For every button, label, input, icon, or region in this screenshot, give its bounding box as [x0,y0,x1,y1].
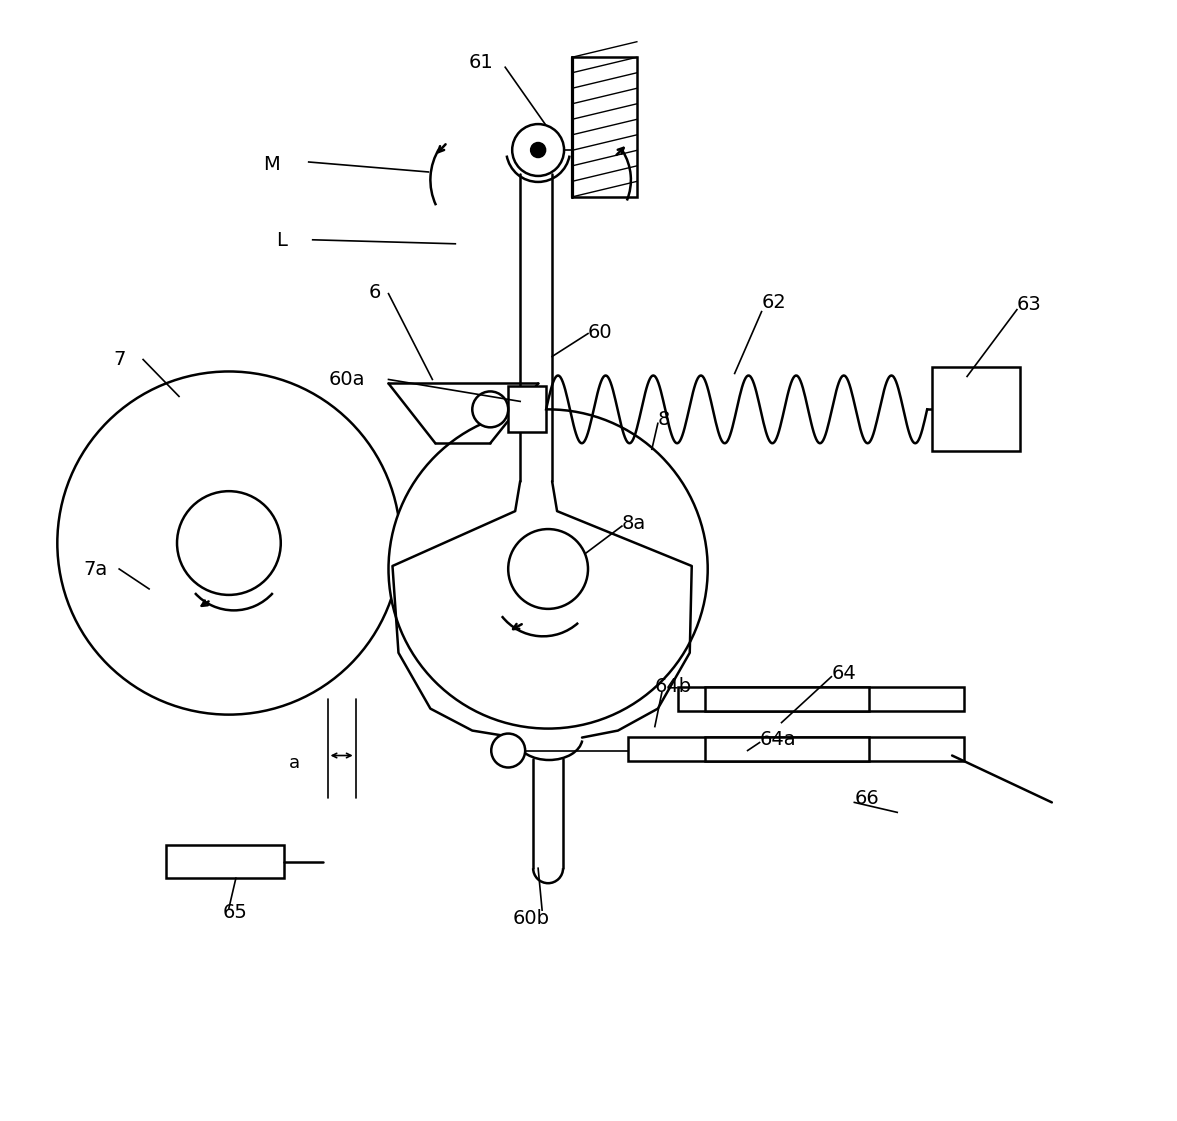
Bar [932,368,1020,452]
Text: 65: 65 [222,904,248,923]
Text: 64b: 64b [654,677,692,696]
Circle shape [472,391,508,427]
Text: 66: 66 [855,789,879,808]
Circle shape [531,143,545,157]
Circle shape [508,529,588,609]
Text: 60b: 60b [512,909,550,928]
Bar [678,687,964,711]
Text: 63: 63 [1017,295,1042,314]
Circle shape [491,733,525,768]
Text: 64a: 64a [759,730,796,749]
Bar [705,736,870,760]
Text: 62: 62 [762,293,786,312]
Text: 7: 7 [113,351,126,370]
Text: a: a [288,754,300,772]
Text: 64: 64 [831,664,856,683]
Text: 7a: 7a [84,560,107,578]
Text: 60a: 60a [328,370,365,389]
Circle shape [58,371,400,714]
Text: 8: 8 [658,410,670,429]
Circle shape [177,491,281,595]
Bar [166,845,284,878]
Circle shape [512,124,564,176]
Text: 6: 6 [368,282,381,302]
Circle shape [388,409,707,729]
Bar [572,57,637,197]
Text: 60: 60 [588,323,612,342]
Text: 8a: 8a [621,515,646,534]
Text: 61: 61 [468,53,493,72]
Bar [705,687,870,711]
Text: L: L [275,231,287,250]
Bar [627,736,964,760]
Bar [508,387,546,433]
Text: M: M [262,155,280,174]
